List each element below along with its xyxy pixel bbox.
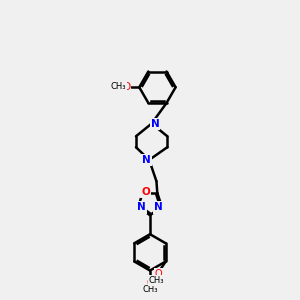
Text: O: O [154, 269, 162, 279]
Text: N: N [137, 202, 146, 212]
Text: N: N [154, 202, 163, 212]
Text: N: N [142, 155, 151, 165]
Text: O: O [146, 278, 154, 288]
Text: O: O [122, 82, 130, 92]
Text: CH₃: CH₃ [111, 82, 126, 91]
Text: O: O [141, 187, 150, 197]
Text: N: N [151, 118, 159, 129]
Text: CH₃: CH₃ [149, 276, 164, 285]
Text: CH₃: CH₃ [142, 285, 158, 294]
